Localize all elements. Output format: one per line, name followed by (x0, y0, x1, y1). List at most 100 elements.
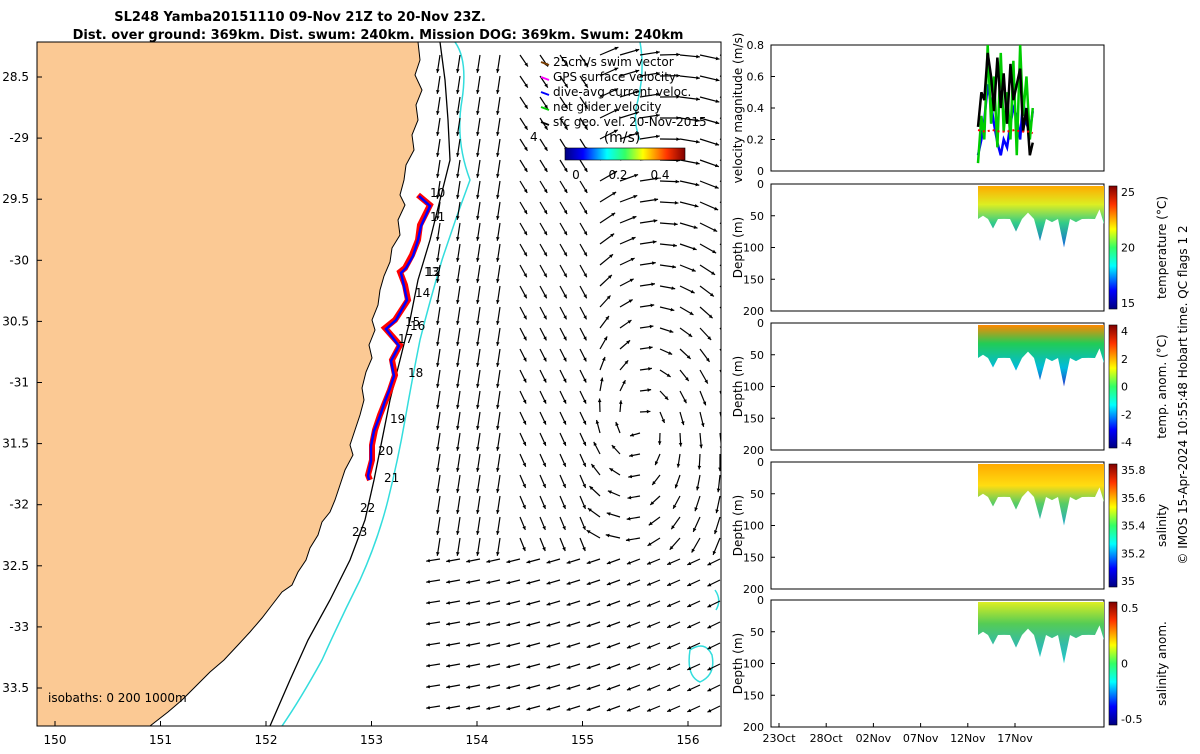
colorbar-tick-label: 35.4 (1121, 520, 1146, 533)
depth-tick-label: 150 (743, 412, 764, 425)
depth-tick-label: 150 (743, 273, 764, 286)
map-ytick-label: 32.5 (2, 559, 29, 573)
day-label: 20 (378, 444, 393, 458)
time-tick-label: 07Nov (903, 732, 939, 745)
depth-tick-label: 200 (743, 721, 764, 734)
depth-tick-label: 100 (743, 520, 764, 533)
vector-head (728, 317, 732, 321)
vel-ylabel: velocity magnitude (m/s) (731, 33, 745, 184)
colorbar-label: temp. anom. (°C) (1155, 334, 1169, 438)
colorbar-tick-label: 2 (1121, 353, 1128, 366)
map-xtick-label: 151 (149, 733, 172, 747)
colorbar-tick-label: 20 (1121, 242, 1135, 255)
depth-tick-label: 0 (757, 317, 764, 330)
profile-colorbar (1109, 325, 1117, 448)
depth-tick-label: 50 (750, 488, 764, 501)
time-tick-label: 12Nov (950, 732, 986, 745)
depth-tick-label: 50 (750, 349, 764, 362)
colorbar-tick-label: 0 (1121, 381, 1128, 394)
colorbar-tick: 0.4 (650, 168, 669, 182)
map-xtick-label: 156 (677, 733, 700, 747)
map-ytick-label: -30 (9, 253, 29, 267)
map-ytick-label: 28.5 (2, 70, 29, 84)
map-xtick-label: 153 (360, 733, 383, 747)
map-xtick-label: 155 (571, 733, 594, 747)
day-label: 16 (410, 319, 425, 333)
profile-colorbar (1109, 602, 1117, 725)
day-label: 21 (384, 471, 399, 485)
vector-shaft (720, 307, 732, 321)
depth-tick-label: 150 (743, 551, 764, 564)
map-ytick-label: -33 (9, 620, 29, 634)
colorbar-tick-label: 35.2 (1121, 547, 1146, 560)
vector-head (724, 382, 727, 386)
map-ytick-label: -32 (9, 498, 29, 512)
legend-label: net glider velocity (553, 100, 661, 114)
vel-ytick-label: 0 (757, 165, 764, 178)
vector-head (726, 360, 729, 364)
colorbar-tick-label: -2 (1121, 408, 1132, 421)
vector-shaft (720, 202, 737, 212)
day-label: 23 (352, 525, 367, 539)
day-label: 18 (408, 366, 423, 380)
depth-tick-label: 150 (743, 689, 764, 702)
vector-head (727, 339, 731, 343)
profile-colorbar (1109, 186, 1117, 309)
colorbar-tick-label: 35 (1121, 575, 1135, 588)
vector-head (723, 403, 726, 407)
day-label: 17 (398, 332, 413, 346)
time-tick-label: 02Nov (856, 732, 892, 745)
depth-tick-label: 50 (750, 626, 764, 639)
time-tick-label: 17Nov (997, 732, 1033, 745)
map-ytick-label: 29.5 (2, 192, 29, 206)
vector-head (734, 187, 738, 190)
colorbar-tick: 0.2 (608, 168, 627, 182)
vector-shaft (720, 286, 733, 299)
colorbar-tick-label: -4 (1121, 436, 1132, 449)
velocity-axes (771, 45, 1104, 171)
legend-label: dive-avg current veloc. (553, 85, 691, 99)
map-title-line2: Dist. over ground: 369km. Dist. swum: 24… (73, 28, 684, 43)
colorbar-label: temperature (°C) (1155, 196, 1169, 299)
colorbar-ramp (565, 148, 685, 160)
depth-ylabel: Depth (m) (731, 633, 745, 694)
vel-ytick-label: 0.8 (747, 39, 765, 52)
vel-ytick-label: 0.6 (747, 71, 765, 84)
depth-tick-label: 100 (743, 242, 764, 255)
depth-ylabel: Depth (m) (731, 217, 745, 278)
depth-ylabel: Depth (m) (731, 495, 745, 556)
day-label: 19 (390, 412, 405, 426)
day-label: 11 (430, 210, 445, 224)
map-xtick-label: 150 (44, 733, 67, 747)
colorbar-unit: (m/s) (604, 130, 641, 146)
depth-tick-label: 0 (757, 456, 764, 469)
depth-tick-label: 100 (743, 381, 764, 394)
day-label: 22 (360, 501, 375, 515)
legend-label: GPS surface velocity (553, 70, 676, 84)
colorbar-tick-label: -0.5 (1121, 713, 1142, 726)
map-ytick-label: 33.5 (2, 681, 29, 695)
colorbar-tick: 0 (572, 168, 580, 182)
colorbar-tick-label: 15 (1121, 297, 1135, 310)
vector-head (733, 209, 737, 212)
day-label: 14 (415, 286, 430, 300)
vector-head (721, 425, 725, 429)
depth-tick-label: 0 (757, 594, 764, 607)
map-ytick-label: -29 (9, 131, 29, 145)
day-label: 13 (424, 265, 439, 279)
colorbar-tick-label: 0.5 (1121, 602, 1139, 615)
time-tick-label: 28Oct (810, 732, 844, 745)
vector-head (729, 295, 733, 299)
profile-colorbar (1109, 464, 1117, 587)
map-ytick-label: 30.5 (2, 314, 29, 328)
colorbar-tick-label: 25 (1121, 186, 1135, 199)
colorbar-tick-label: 0 (1121, 658, 1128, 671)
extra-label: 4 (530, 130, 538, 144)
footer-credit: © IMOS 15-Apr-2024 10:55:48 Hobart time.… (1176, 225, 1190, 564)
vel-ytick-label: 0.4 (747, 102, 765, 115)
legend-label: sfc geo. vel. 20-Nov-2015 (553, 115, 707, 129)
depth-tick-label: 50 (750, 210, 764, 223)
